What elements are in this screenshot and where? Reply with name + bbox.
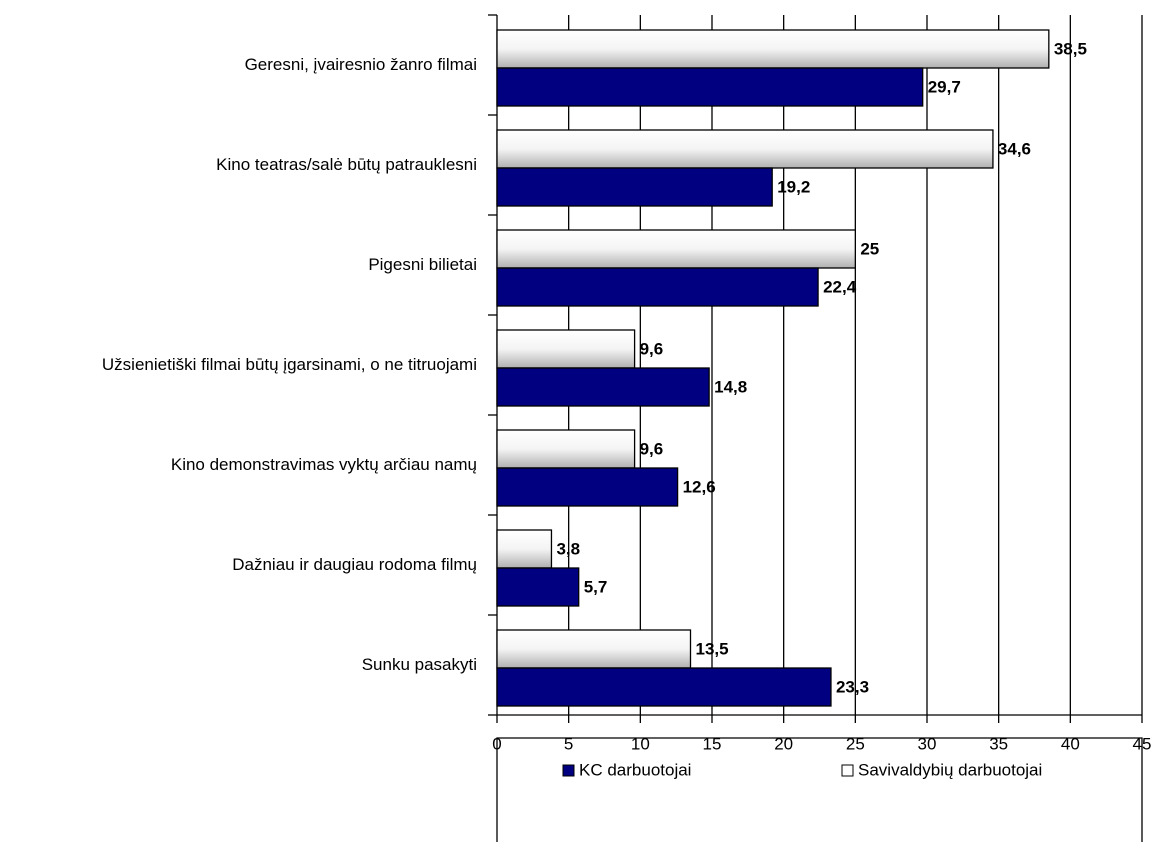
legend-swatch bbox=[841, 764, 854, 777]
category-text: Sunku pasakyti bbox=[361, 655, 477, 674]
bar bbox=[496, 629, 692, 669]
data-label: 13,5 bbox=[696, 639, 729, 658]
x-tick-label: 5 bbox=[564, 734, 573, 753]
category-text: Užsienietiški filmai būtų įgarsinami, o … bbox=[101, 355, 477, 374]
x-tick-label: 30 bbox=[918, 734, 937, 753]
data-label: 12,6 bbox=[683, 477, 716, 496]
x-tick-label: 20 bbox=[774, 734, 793, 753]
legend-box bbox=[496, 737, 1143, 842]
legend-label: KC darbuotojai bbox=[579, 760, 691, 779]
data-label: 38,5 bbox=[1054, 39, 1087, 58]
data-label: 34,6 bbox=[998, 139, 1031, 158]
x-tick-label: 35 bbox=[989, 734, 1008, 753]
category-label: Kino demonstravimas vyktų arčiau namų bbox=[0, 415, 477, 515]
bar bbox=[496, 29, 1050, 69]
category-label: Užsienietiški filmai būtų įgarsinami, o … bbox=[0, 315, 477, 415]
data-label: 19,2 bbox=[777, 177, 810, 196]
data-label: 9,6 bbox=[640, 339, 664, 358]
bar bbox=[496, 429, 636, 469]
bar bbox=[496, 229, 856, 269]
category-label: Kino teatras/salė būtų patrauklesni bbox=[0, 115, 477, 215]
x-tick-label: 10 bbox=[631, 734, 650, 753]
data-label: 25 bbox=[860, 239, 879, 258]
x-tick-label: 40 bbox=[1061, 734, 1080, 753]
data-label: 3,8 bbox=[556, 539, 580, 558]
bar bbox=[496, 329, 636, 369]
bar bbox=[496, 567, 580, 607]
x-tick-label: 25 bbox=[846, 734, 865, 753]
bar bbox=[496, 167, 773, 207]
legend-label: Savivaldybių darbuotojai bbox=[858, 760, 1042, 779]
bar bbox=[496, 529, 553, 569]
data-label: 29,7 bbox=[928, 77, 961, 96]
data-label: 9,6 bbox=[640, 439, 664, 458]
category-label: Sunku pasakyti bbox=[0, 615, 477, 715]
bar bbox=[496, 367, 710, 407]
data-label: 5,7 bbox=[584, 577, 608, 596]
category-text: Dažniau ir daugiau rodoma filmų bbox=[232, 555, 477, 574]
category-label: Geresni, įvairesnio žanro filmai bbox=[0, 15, 477, 115]
category-text: Pigesni bilietai bbox=[368, 255, 477, 274]
bar bbox=[496, 467, 679, 507]
bar bbox=[496, 129, 994, 169]
bar bbox=[496, 267, 819, 307]
bar bbox=[496, 67, 924, 107]
category-text: Kino demonstravimas vyktų arčiau namų bbox=[170, 455, 477, 474]
legend-swatch bbox=[562, 764, 575, 777]
data-label: 22,4 bbox=[823, 277, 857, 296]
bar bbox=[496, 667, 832, 707]
data-label: 23,3 bbox=[836, 677, 869, 696]
category-label: Pigesni bilietai bbox=[0, 215, 477, 315]
category-label: Dažniau ir daugiau rodoma filmų bbox=[0, 515, 477, 615]
category-text: Kino teatras/salė būtų patrauklesni bbox=[216, 155, 477, 174]
category-text: Geresni, įvairesnio žanro filmai bbox=[244, 55, 477, 74]
x-tick-label: 15 bbox=[703, 734, 722, 753]
data-label: 14,8 bbox=[714, 377, 747, 396]
